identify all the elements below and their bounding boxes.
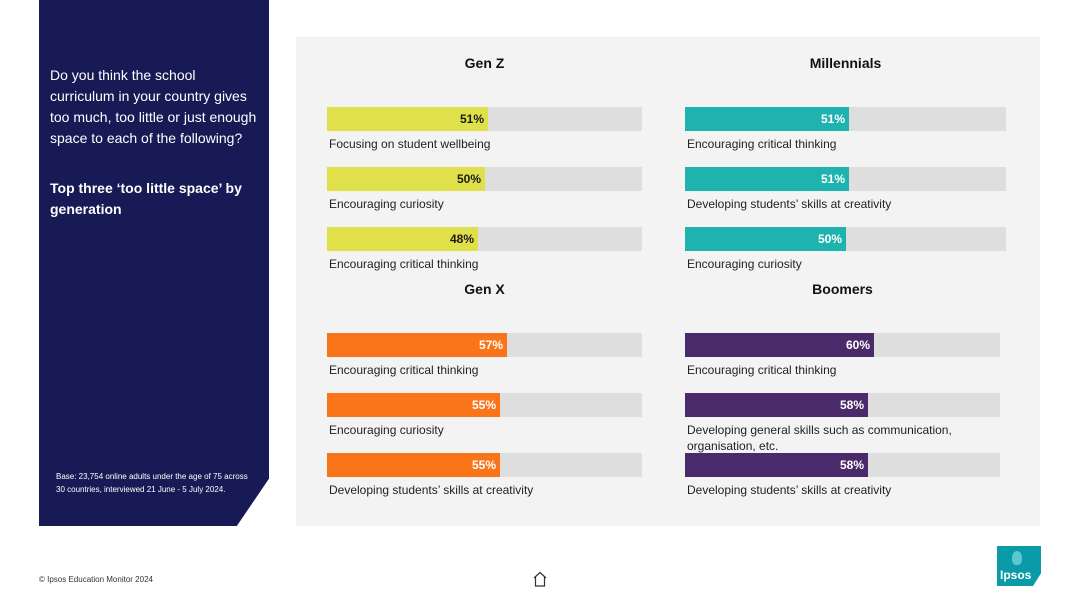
bar-track: 57% (327, 333, 642, 357)
bar-fill (327, 393, 500, 417)
bar-fill (327, 107, 488, 131)
survey-question: Do you think the school curriculum in yo… (50, 67, 257, 146)
bar-value-label: 48% (449, 232, 474, 246)
bar-fill (685, 167, 849, 191)
bar-track: 58% (685, 453, 1000, 477)
bar-track: 55% (327, 393, 642, 417)
bar-value-label: 58% (839, 398, 864, 412)
bar-value-label: 51% (459, 112, 484, 126)
logo-text: Ipsos (1000, 568, 1032, 582)
ipsos-logo: Ipsos (997, 546, 1041, 586)
bar-fill (685, 227, 846, 251)
bar-value-label: 50% (817, 232, 842, 246)
bar-category-label: Encouraging critical thinking (687, 137, 837, 151)
chart-subtitle: Top three ‘too little space’ by generati… (50, 180, 242, 217)
bar-category-label: Encouraging critical thinking (329, 363, 479, 377)
bar-track: 51% (685, 107, 1006, 131)
home-icon[interactable] (531, 570, 549, 588)
logo-mark-icon (1012, 551, 1022, 565)
bar-category-label: Developing students’ skills at creativit… (329, 483, 534, 497)
group-title: Millennials (809, 55, 882, 71)
bar-track: 58% (685, 393, 1000, 417)
bar-value-label: 58% (839, 458, 864, 472)
chart-panel: Gen Z 51% Focusing on student wellbeing 50%… (296, 37, 1040, 526)
bar-category-label: Encouraging curiosity (687, 257, 802, 271)
bar-category-label: Developing general skills such as commun… (687, 423, 952, 453)
bar-value-label: 55% (471, 398, 496, 412)
bar-fill (327, 227, 478, 251)
bar-track: 60% (685, 333, 1000, 357)
bar-category-label: Focusing on student wellbeing (329, 137, 491, 151)
bar-category-label: Encouraging curiosity (329, 423, 444, 437)
bar-track: 51% (685, 167, 1006, 191)
bar-track: 50% (327, 167, 642, 191)
question-panel: Do you think the school curriculum in yo… (39, 0, 269, 526)
bar-value-label: 60% (845, 338, 870, 352)
bar-category-label: Developing students’ skills at creativit… (687, 197, 892, 211)
bar-fill (685, 393, 868, 417)
bar-value-label: 51% (820, 172, 845, 186)
bar-value-label: 51% (820, 112, 845, 126)
copyright-footer: © Ipsos Education Monitor 2024 (39, 575, 153, 584)
bar-fill (685, 453, 868, 477)
bar-value-label: 55% (471, 458, 496, 472)
group-title: Boomers (812, 281, 873, 297)
bar-track: 48% (327, 227, 642, 251)
bar-fill (327, 167, 485, 191)
group-title: Gen Z (464, 55, 505, 71)
bar-track: 51% (327, 107, 642, 131)
bar-value-label: 57% (478, 338, 503, 352)
bar-category-label: Encouraging critical thinking (687, 363, 837, 377)
bar-fill (327, 333, 507, 357)
bar-track: 55% (327, 453, 642, 477)
bar-fill (327, 453, 500, 477)
group-title: Gen X (464, 281, 505, 297)
base-note: Base: 23,754 online adults under the age… (56, 472, 248, 494)
bar-fill (685, 107, 849, 131)
bar-category-label: Developing students’ skills at creativit… (687, 483, 892, 497)
bar-category-label: Encouraging curiosity (329, 197, 444, 211)
bar-track: 50% (685, 227, 1006, 251)
bar-value-label: 50% (456, 172, 481, 186)
bar-category-label: Encouraging critical thinking (329, 257, 479, 271)
bar-fill (685, 333, 874, 357)
